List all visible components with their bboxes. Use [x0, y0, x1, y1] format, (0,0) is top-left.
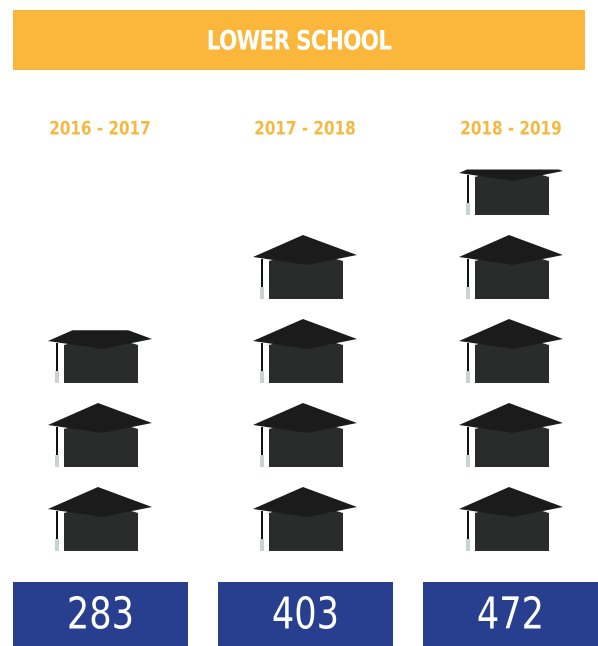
- tassel: [466, 371, 470, 383]
- header-bar: [13, 10, 585, 70]
- cap-icon: [459, 235, 563, 299]
- cap-body: [269, 507, 343, 551]
- cap-body: [269, 339, 343, 383]
- tassel: [55, 371, 59, 383]
- cap-board: [48, 403, 152, 433]
- cap-board: [253, 403, 357, 433]
- cap-icon: [459, 487, 563, 551]
- chart-title: LOWER SCHOOL: [207, 24, 392, 56]
- value-label: 283: [67, 589, 134, 640]
- tassel: [55, 455, 59, 467]
- cap-body: [475, 255, 549, 299]
- icon-column: [253, 151, 357, 551]
- value-box: [13, 582, 188, 646]
- cap-icon: [459, 403, 563, 467]
- cap-body: [475, 171, 549, 215]
- tassel: [466, 455, 470, 467]
- category-label: 2018 - 2019: [460, 118, 561, 140]
- tassel: [260, 287, 264, 299]
- cap-body: [269, 171, 343, 215]
- value-label: 472: [477, 589, 544, 640]
- value-box: [423, 582, 598, 646]
- cap-board: [253, 487, 357, 517]
- cap-icon: [48, 403, 152, 467]
- cap-icon: [253, 319, 357, 383]
- cap-icon: [459, 169, 563, 215]
- cap-body: [475, 339, 549, 383]
- cap-icon: [253, 235, 357, 299]
- value-label: 403: [272, 589, 339, 640]
- cap-board: [459, 169, 563, 181]
- tassel: [466, 287, 470, 299]
- cap-icon: [459, 319, 563, 383]
- tassel: [466, 203, 470, 215]
- cap-body: [269, 423, 343, 467]
- cap-icon: [253, 151, 357, 215]
- tassel: [466, 539, 470, 551]
- cap-body: [475, 507, 549, 551]
- cap-icon: [48, 487, 152, 551]
- icon-column: [48, 330, 152, 551]
- cap-board: [253, 235, 357, 265]
- cap-board: [459, 235, 563, 265]
- icon-column: [459, 169, 563, 551]
- cap-board: [459, 487, 563, 517]
- cap-board: [48, 330, 152, 349]
- cap-body: [64, 507, 138, 551]
- value-box: [218, 582, 393, 646]
- cap-icon: [253, 403, 357, 467]
- tassel: [260, 371, 264, 383]
- cap-icon: [253, 487, 357, 551]
- cap-body: [64, 423, 138, 467]
- cap-board: [459, 319, 563, 349]
- tassel: [260, 455, 264, 467]
- cap-board: [48, 487, 152, 517]
- cap-body: [475, 423, 549, 467]
- cap-board: [253, 151, 357, 181]
- cap-board: [459, 403, 563, 433]
- tassel: [55, 539, 59, 551]
- cap-body: [64, 339, 138, 383]
- tassel: [260, 539, 264, 551]
- tassel: [260, 203, 264, 215]
- category-label: 2017 - 2018: [254, 118, 355, 140]
- category-label: 2016 - 2017: [49, 118, 150, 140]
- cap-icon: [48, 330, 152, 383]
- cap-body: [269, 255, 343, 299]
- cap-board: [253, 319, 357, 349]
